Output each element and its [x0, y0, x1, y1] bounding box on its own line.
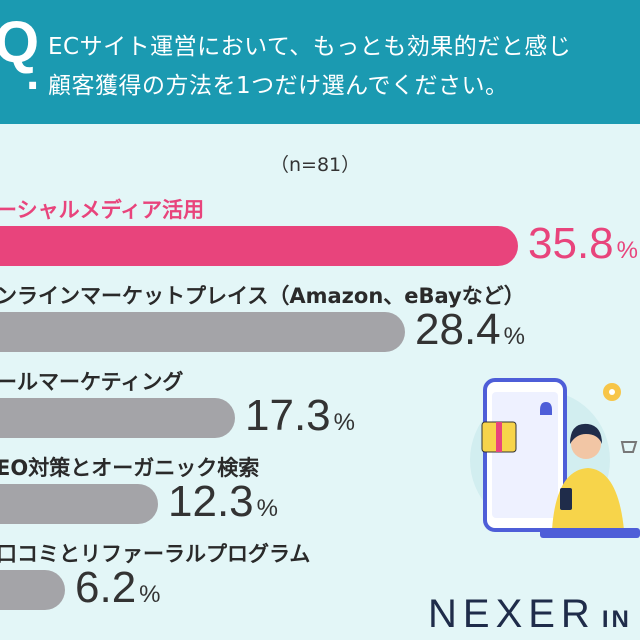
- value-unit: %: [256, 495, 278, 522]
- value-unit: %: [503, 323, 525, 350]
- question-line-2: 顧客獲得の方法を1つだけ選んでください。: [48, 73, 509, 99]
- value-unit: %: [333, 409, 355, 436]
- desk: [540, 528, 640, 538]
- bar: [0, 398, 235, 438]
- sample-size: （n=81）: [270, 154, 361, 176]
- ecommerce-illustration: [470, 378, 640, 538]
- question-dot: .: [26, 47, 40, 100]
- category-label: ンラインマーケットプレイス（Amazon、eBayなど）: [0, 284, 525, 308]
- bar: [0, 226, 518, 266]
- person-head: [571, 429, 601, 459]
- value-label: 35.8%: [528, 222, 638, 266]
- value-number: 28.4: [415, 305, 501, 354]
- value-number: 17.3: [245, 391, 331, 440]
- value-label: 17.3%: [245, 394, 355, 438]
- nexer-logo: NEXER IN: [428, 592, 632, 637]
- hand-phone: [560, 488, 572, 510]
- category-label: ールマーケティング: [0, 370, 184, 394]
- value-label: 6.2%: [75, 566, 161, 610]
- category-label: 口コミとリファーラルプログラム: [0, 542, 311, 566]
- value-number: 6.2: [75, 563, 137, 612]
- category-label: EO対策とオーガニック検索: [0, 456, 260, 480]
- bar: [0, 312, 405, 352]
- bell-icon: [540, 402, 552, 415]
- value-label: 12.3%: [168, 480, 278, 524]
- value-number: 12.3: [168, 477, 254, 526]
- person-hair: [570, 423, 602, 444]
- question-mark: Q: [0, 10, 40, 75]
- value-number: 35.8: [528, 219, 614, 268]
- bar: [0, 570, 65, 610]
- value-unit: %: [139, 581, 161, 608]
- question-header: Q . ECサイト運営において、もっとも効果的だと感じ 顧客獲得の方法を1つだけ…: [0, 0, 640, 124]
- cart-icon: [620, 441, 638, 453]
- person-body: [552, 468, 624, 530]
- value-unit: %: [616, 237, 638, 264]
- logo-suffix: IN: [601, 606, 632, 633]
- value-label: 28.4%: [415, 308, 525, 352]
- question-line-1: ECサイト運営において、もっとも効果的だと感じ: [48, 34, 572, 60]
- category-label: ーシャルメディア活用: [0, 198, 205, 222]
- logo-name: NEXER: [428, 592, 596, 636]
- bar: [0, 484, 158, 524]
